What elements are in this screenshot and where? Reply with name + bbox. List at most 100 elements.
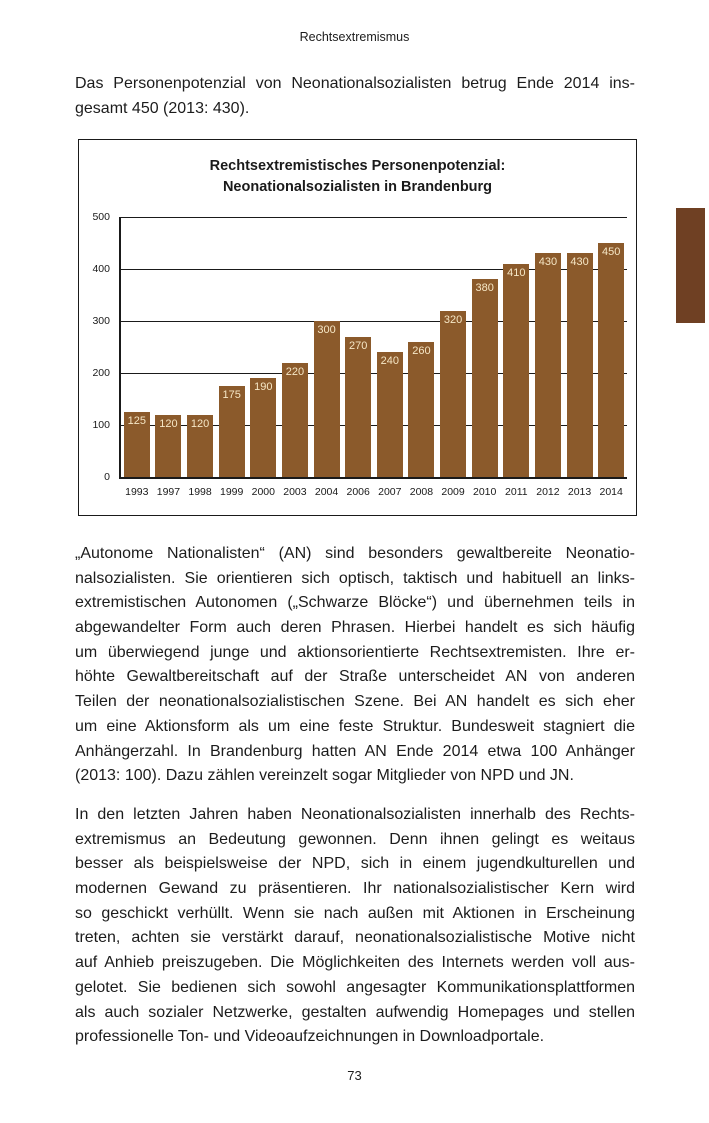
text-line: extremistischen Autonomen („Schwarze Blö… xyxy=(75,594,635,612)
x-tick-label: 1999 xyxy=(220,486,244,498)
bar-value-label: 240 xyxy=(380,355,399,368)
y-tick-label: 0 xyxy=(104,471,110,483)
text-line: auf Anhieb preiszugeben. Die Möglichkeit… xyxy=(75,954,635,972)
bar-value-label: 430 xyxy=(570,256,589,269)
text-line: „Autonome Nationalisten“ (AN) sind beson… xyxy=(75,545,635,562)
bar-2004: 300 xyxy=(313,321,340,477)
x-tick-label: 2011 xyxy=(505,486,528,498)
bar-column: 430 xyxy=(564,217,596,477)
bar-2013: 430 xyxy=(566,253,593,477)
bar-1998: 120 xyxy=(187,414,214,477)
x-tick-label: 2007 xyxy=(378,486,402,498)
bar-2000: 190 xyxy=(250,378,277,477)
x-tick-label: 2014 xyxy=(599,486,623,498)
x-tick-label: 2010 xyxy=(473,486,497,498)
y-tick-label: 500 xyxy=(92,211,110,223)
bar-value-label: 380 xyxy=(475,282,494,295)
bar-chart: Rechtsextremistisches Personenpotenzial:… xyxy=(78,139,637,516)
bar-value-label: 320 xyxy=(443,313,463,326)
x-tick-label: 1993 xyxy=(125,486,149,498)
y-axis: 0 100 200 300 400 500 xyxy=(79,211,119,483)
bar-value-label: 120 xyxy=(190,417,210,430)
bar-2003: 220 xyxy=(281,362,308,477)
text-line: nalsozialisten. Sie orientieren sich opt… xyxy=(75,569,635,587)
bar-column: 270 xyxy=(342,217,374,477)
chart-title-line-1: Rechtsextremistisches Personenpotenzial: xyxy=(209,158,506,174)
x-tick-label: 2004 xyxy=(314,486,339,498)
running-header: Rechtsextremismus xyxy=(299,30,410,44)
bar-value-label: 220 xyxy=(285,365,305,378)
bar-column: 120 xyxy=(153,217,185,477)
text-line: höhte Gewaltbereitschaft auf der Straße … xyxy=(75,668,635,686)
gridline xyxy=(121,373,627,374)
text-line: professionelle Ton- und Videoaufzeichnun… xyxy=(75,1028,545,1046)
y-tick-label: 400 xyxy=(92,263,110,275)
text-line: um eine Aktionsform als um eine feste St… xyxy=(75,717,635,735)
x-tick-label: 1997 xyxy=(156,486,181,498)
x-tick-label: 2008 xyxy=(409,486,434,498)
bar-value-label: 190 xyxy=(254,381,273,394)
x-tick-label: 2009 xyxy=(441,486,465,498)
bar-2010: 380 xyxy=(471,279,498,477)
bar-1997: 120 xyxy=(155,414,182,477)
intro-paragraph: Das Personenpotenzial von Neonationalsoz… xyxy=(75,72,635,121)
y-tick-label: 200 xyxy=(92,367,110,379)
plot-area: 125 120 120 175 190 220 300 270 240 260 320 380 410 4… xyxy=(119,217,627,498)
text-line: gesamt 450 (2013: 430). xyxy=(75,99,250,117)
bar-value-label: 300 xyxy=(317,324,336,336)
text-line: so geschickt verhüllt. Wenn sie nach auß… xyxy=(75,904,635,922)
x-tick-label: 1998 xyxy=(188,486,212,498)
body-paragraph-1: „Autonome Nationalisten“ (AN) sind beson… xyxy=(75,542,635,789)
bar-1999: 175 xyxy=(218,386,245,477)
bar-2006: 270 xyxy=(345,336,372,477)
x-tick-label: 2000 xyxy=(251,486,275,498)
bar-value-label: 450 xyxy=(602,246,621,258)
bar-value-label: 120 xyxy=(159,417,178,430)
bar-column: 450 xyxy=(595,217,627,477)
bar-2008: 260 xyxy=(408,341,435,477)
x-tick-label: 2006 xyxy=(346,486,370,498)
bar-column: 300 xyxy=(311,217,343,477)
x-axis-labels: 1993 1997 1998 1999 2000 2003 2004 2006 2007 2008… xyxy=(121,486,627,498)
bar-2014: 450 xyxy=(598,243,625,477)
bar-column: 120 xyxy=(184,217,216,477)
chart-title: Rechtsextremistisches Personenpotenzial:… xyxy=(79,156,636,198)
text-line: extremismus an Bedeutung gewonnen. Denn … xyxy=(75,830,635,848)
gridline xyxy=(121,321,627,322)
x-tick-label: 2012 xyxy=(536,486,560,498)
bar-value-label: 410 xyxy=(507,266,526,279)
bar-column: 320 xyxy=(437,217,469,477)
x-tick-label: 2013 xyxy=(567,486,592,498)
bar-column: 240 xyxy=(374,217,406,477)
y-tick-label: 100 xyxy=(92,419,110,431)
text-line: (2013: 100). Dazu zählen vereinzelt soga… xyxy=(75,767,574,785)
gridline xyxy=(121,425,627,426)
bar-value-label: 125 xyxy=(127,415,146,427)
bar-column: 260 xyxy=(406,217,438,477)
bar-column: 380 xyxy=(469,217,501,477)
bar-value-label: 175 xyxy=(222,389,241,401)
bar-value-label: 270 xyxy=(349,339,368,352)
text-line: abgewandelter Form auch deren Phrasen. H… xyxy=(75,619,635,637)
bar-2011: 410 xyxy=(503,263,530,477)
gridline xyxy=(121,217,627,218)
body-paragraph-2: In den letzten Jahren haben Neonationals… xyxy=(75,803,635,1050)
gridline xyxy=(121,269,627,270)
bar-column: 190 xyxy=(248,217,280,477)
y-tick-label: 300 xyxy=(92,315,110,327)
text-line: In den letzten Jahren haben Neonationals… xyxy=(75,806,635,823)
text-line: als auch sozialer Netzwerke, gestalten a… xyxy=(75,1003,635,1021)
bar-column: 125 xyxy=(121,217,153,477)
bar-column: 410 xyxy=(501,217,533,477)
text-line: modernen Gewand zu präsentieren. Ihr nat… xyxy=(75,880,635,898)
bar-column: 220 xyxy=(279,217,311,477)
text-line: gelotet. Sie bedienen sich sowohl angesa… xyxy=(75,978,635,996)
bars: 125 120 120 175 190 220 300 270 240 260 320 380 410 4… xyxy=(121,217,627,477)
side-tab-marker xyxy=(676,208,705,323)
bar-2009: 320 xyxy=(440,310,467,477)
x-tick-label: 2003 xyxy=(283,486,307,498)
page-number: 73 xyxy=(347,1068,362,1083)
text-line: um überwiegend junge und aktionsorientie… xyxy=(75,643,635,661)
chart-title-line-2: Neonationalsozialisten in Brandenburg xyxy=(222,179,493,195)
